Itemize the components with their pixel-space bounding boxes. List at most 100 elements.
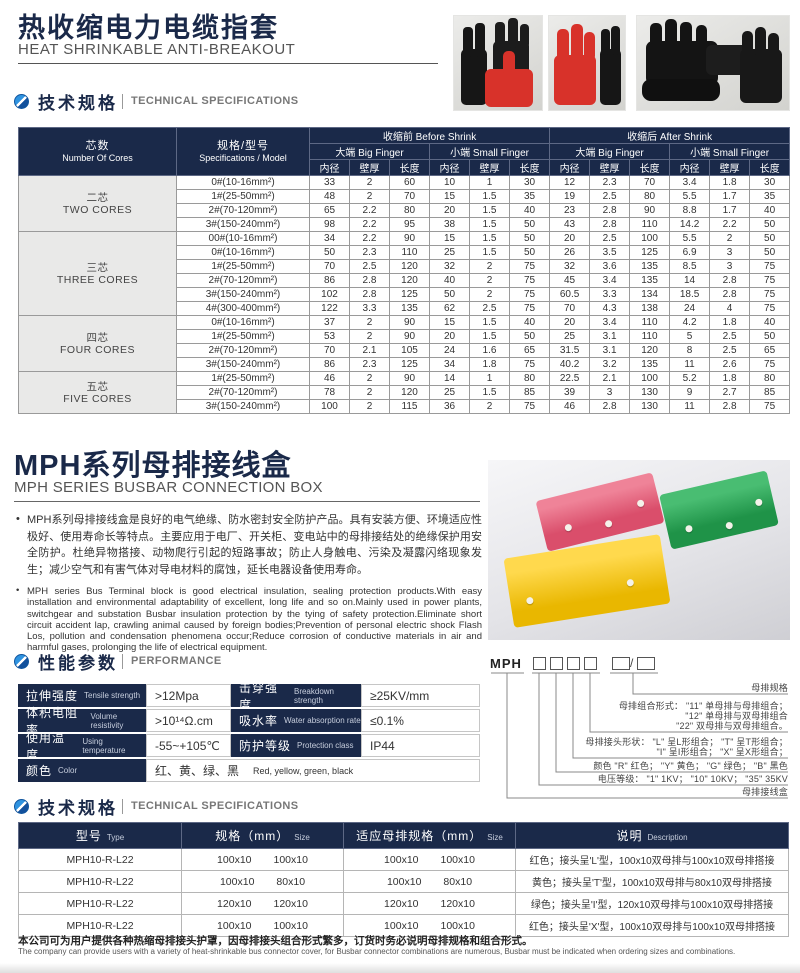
- footer-note-zh: 本公司可为用户提供各种热缩母排接头护罩，因母排接头组合形式繁多，订货时务必说明母…: [18, 935, 533, 947]
- section-title-en: PERFORMANCE: [131, 655, 222, 667]
- value-cell: 135: [629, 357, 671, 372]
- value-cell: 75: [749, 273, 791, 288]
- perf-label: 吸水率 Water absorption rate: [231, 709, 361, 732]
- model-cell: MPH10-R-L22: [18, 892, 182, 915]
- value-cell: 2.7: [709, 385, 751, 400]
- value-cell: 2: [469, 399, 510, 414]
- busbar-size-cell: 120x10 120x10: [343, 892, 516, 915]
- value-cell: 100: [309, 399, 350, 414]
- model-cell: 2#(70-120mm²): [176, 343, 310, 358]
- perf-label: 颜色 Color: [18, 759, 146, 782]
- value-cell: 75: [508, 357, 551, 372]
- perf-label-en: Using temperature: [82, 736, 126, 755]
- value-cell: 75: [508, 287, 551, 302]
- value-cell: 2: [349, 385, 390, 400]
- value-cell: 18.5: [669, 287, 711, 302]
- code-slash: /: [630, 656, 634, 670]
- value-cell: 1.7: [709, 189, 751, 204]
- value-cell: 50: [508, 217, 551, 232]
- value-cell: 40: [508, 203, 551, 218]
- value-cell: 53: [309, 329, 350, 344]
- value-cell: 125: [629, 245, 671, 260]
- size-value: 120x10: [217, 897, 252, 910]
- code-box-spec-b: [637, 657, 655, 670]
- value-cell: 31.5: [549, 343, 591, 358]
- value-cell: 2.2: [349, 217, 390, 232]
- value-cell: 2.5: [709, 343, 751, 358]
- performance-row: 使用温度 Using temperature -55~+105℃ 防护等级 Pr…: [18, 731, 480, 762]
- value-cell: 5: [669, 329, 711, 344]
- code-label-line: "22" 双母排与双母排组合。: [676, 721, 788, 731]
- perf-label-zh: 使用温度: [26, 730, 66, 762]
- product-photo-breakout-1: [453, 15, 543, 111]
- value-cell: 138: [629, 301, 671, 316]
- value-cell: 2.3: [349, 357, 390, 372]
- value-cell: 2.5: [589, 189, 631, 204]
- value-cell: 50: [508, 231, 551, 246]
- size-value: 100x10: [384, 919, 419, 932]
- subcol-length: 长度: [629, 159, 671, 176]
- breakout-boot-illustration: [642, 19, 782, 103]
- value-cell: 62: [429, 301, 470, 316]
- section-header-performance: 性能参数 PERFORMANCE: [14, 650, 222, 673]
- perf-color-values-en: Red, yellow, green, black: [253, 765, 354, 776]
- value-cell: 39: [549, 385, 591, 400]
- perf-label-zh: 吸水率: [239, 714, 279, 728]
- busbar-box-green: [659, 470, 779, 550]
- value-cell: 15: [429, 231, 470, 246]
- value-cell: 98: [309, 217, 350, 232]
- section-bullet-icon: [14, 93, 29, 109]
- value-cell: 1.5: [469, 203, 510, 218]
- col-header-size: 规格（mm） Size: [181, 822, 344, 849]
- perf-value: -55~+105℃: [146, 734, 231, 757]
- perf-label-en: Tensile strength: [84, 691, 141, 700]
- value-cell: 100: [629, 371, 671, 386]
- value-cell: 50: [749, 245, 791, 260]
- size-value: 100x10: [386, 875, 422, 888]
- perf-label-zh: 体积电阻率: [26, 705, 79, 737]
- value-cell: 70: [629, 175, 671, 190]
- band-big-finger: 大端 Big Finger: [309, 143, 430, 160]
- footer-note-en: The company can provide users with a var…: [18, 947, 736, 956]
- code-label-line: 母排接头形状： "L" 呈L形组合； "T" 呈T形组合；: [585, 737, 788, 747]
- value-cell: 30: [508, 175, 551, 190]
- value-cell: 2: [469, 259, 510, 274]
- spec-table-row: 2#(70-120mm²) 70 2.1 105 24 1.6 65 31.5 3.1 120 8 2…: [19, 343, 791, 358]
- model-table-row: MPH10-R-L22 100x10 100x10 100x10 100x10 红色；接头…: [18, 914, 789, 937]
- model-cell: 0#(10-16mm²): [176, 245, 310, 260]
- description-cell: 红色；接头呈'X'型，100x10双母排与100x10双母排搭接: [515, 914, 789, 937]
- value-cell: 135: [389, 301, 430, 316]
- model-cell: MPH10-R-L22: [18, 848, 182, 871]
- value-cell: 75: [508, 399, 551, 414]
- value-cell: 40: [429, 273, 470, 288]
- value-cell: 25: [429, 385, 470, 400]
- value-cell: 70: [309, 259, 350, 274]
- value-cell: 70: [389, 189, 430, 204]
- code-connector-lines: [491, 672, 788, 799]
- col-header-busbar-size: 适应母排规格（mm） Size: [343, 822, 516, 849]
- value-cell: 11: [669, 357, 711, 372]
- value-cell: 5.5: [669, 231, 711, 246]
- value-cell: 110: [629, 315, 671, 330]
- value-cell: 2: [349, 175, 390, 190]
- value-cell: 3.4: [669, 175, 711, 190]
- value-cell: 50: [508, 329, 551, 344]
- value-cell: 2.8: [709, 273, 751, 288]
- value-cell: 2.8: [349, 273, 390, 288]
- value-cell: 40: [749, 203, 791, 218]
- value-cell: 50: [749, 329, 791, 344]
- spec-table-row: 1#(25-50mm²) 70 2.5 120 32 2 75 32 3.6 135 8.5 3 75: [19, 259, 791, 274]
- value-cell: 1.5: [469, 315, 510, 330]
- size-value: 120x10: [273, 897, 308, 910]
- performance-row: 体积电阻率 Volume resistivity >10¹⁴Ω.cm 吸水率 W…: [18, 706, 480, 737]
- perf-label-zh: 颜色: [26, 764, 53, 778]
- value-cell: 37: [309, 315, 350, 330]
- col-header-cores: 芯数 Number Of Cores: [18, 127, 177, 176]
- value-cell: 32: [429, 259, 470, 274]
- section-title-zh: 技术规格: [38, 93, 118, 113]
- value-cell: 2.2: [349, 203, 390, 218]
- size-value: 100x10: [440, 853, 475, 866]
- value-cell: 1.8: [709, 315, 751, 330]
- value-cell: 110: [389, 245, 430, 260]
